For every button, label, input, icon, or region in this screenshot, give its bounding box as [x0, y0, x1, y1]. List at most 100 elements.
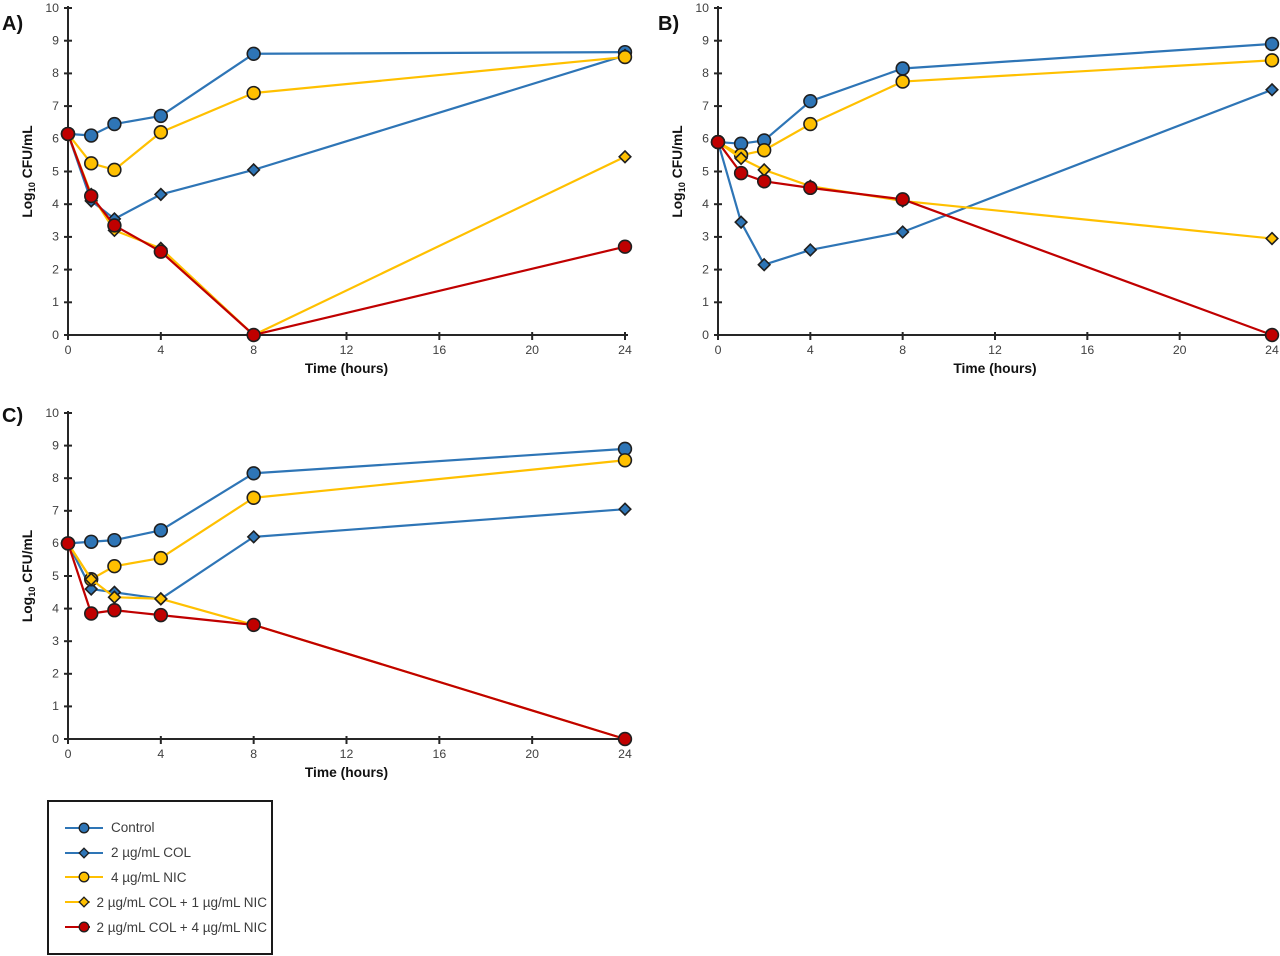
data-point-marker	[756, 143, 772, 158]
legend-item: 2 µg/mL COL + 4 µg/mL NIC	[64, 919, 267, 935]
y-tick-label: 9	[702, 33, 709, 47]
series-line	[66, 133, 626, 337]
series-3	[60, 453, 633, 587]
x-tick-label: 8	[250, 343, 257, 357]
data-point-marker	[617, 49, 633, 65]
data-point-marker	[84, 582, 99, 596]
data-point-marker	[803, 116, 818, 132]
data-point-marker	[895, 192, 910, 207]
data-point-marker	[153, 187, 168, 202]
series-5	[60, 536, 633, 747]
data-point-marker	[107, 162, 122, 178]
y-tick-label: 2	[52, 667, 59, 681]
legend-circle-marker-icon	[65, 822, 103, 834]
data-point-marker	[60, 536, 76, 551]
series-line	[716, 88, 1273, 266]
data-point-marker	[107, 218, 122, 233]
y-tick-label: 5	[702, 164, 709, 178]
legend-item: 2 µg/mL COL	[64, 845, 267, 861]
data-point-marker	[733, 165, 749, 181]
data-point-marker	[734, 151, 749, 166]
data-point-marker	[1264, 36, 1280, 52]
data-point-marker	[618, 502, 632, 517]
data-point-marker	[1265, 82, 1279, 97]
legend-diamond-marker-icon	[65, 896, 90, 909]
x-tick-label: 4	[157, 343, 164, 357]
y-tick-label: 9	[52, 33, 59, 47]
y-tick-label: 2	[52, 262, 59, 276]
x-tick-label: 16	[1080, 343, 1094, 357]
legend-diamond-marker-icon	[65, 846, 103, 859]
series-line	[66, 543, 626, 741]
panel-a-label: A)	[2, 13, 24, 35]
data-point-marker	[78, 822, 90, 834]
y-tick-label: 2	[702, 262, 709, 276]
y-tick-label: 6	[52, 536, 59, 550]
y-axis-title: Log10 CFU/mL	[20, 125, 37, 217]
y-tick-label: 3	[52, 634, 59, 648]
series-line	[717, 141, 1273, 337]
y-axis-title: Log10 CFU/mL	[20, 530, 37, 622]
data-point-marker	[153, 108, 169, 124]
x-tick-label: 20	[525, 747, 539, 761]
chart-panel-c: 0 1 2 3 4 5 6 7 8 9 10 0 4 8 12 16 20 24 Time (hours) Log10…	[0, 390, 660, 790]
x-tick-label: 8	[250, 747, 257, 761]
y-tick-label: 3	[52, 230, 59, 244]
y-tick-label: 6	[52, 132, 59, 146]
data-point-marker	[895, 225, 910, 239]
series-2	[61, 48, 632, 226]
y-tick-label: 5	[52, 164, 59, 178]
data-point-marker	[84, 572, 99, 587]
y-tick-label: 1	[702, 295, 709, 309]
series-line	[66, 54, 626, 221]
x-tick-label: 0	[65, 747, 72, 761]
series-line	[67, 459, 626, 581]
data-point-marker	[78, 921, 90, 933]
data-point-marker	[84, 188, 99, 204]
data-point-marker	[617, 453, 633, 468]
data-point-marker	[107, 559, 122, 574]
data-point-marker	[803, 180, 818, 196]
data-point-marker	[78, 896, 90, 909]
y-tick-label: 6	[702, 132, 709, 146]
y-tick-label: 4	[52, 197, 59, 211]
chart-panel-b: 0 1 2 3 4 5 6 7 8 9 10 0 4 8 12 16 20 24 Time (hours) Log10…	[654, 0, 1280, 390]
x-tick-label: 12	[340, 747, 354, 761]
data-point-marker	[153, 244, 169, 259]
legend-item: 4 µg/mL NIC	[64, 869, 267, 885]
series-line	[717, 141, 1273, 240]
legend-label: Control	[111, 820, 155, 836]
y-tick-label: 5	[52, 569, 59, 583]
x-tick-label: 0	[715, 343, 722, 357]
series-5	[710, 134, 1280, 343]
data-point-marker	[153, 125, 169, 140]
data-point-marker	[107, 116, 122, 132]
y-tick-label: 1	[52, 295, 59, 309]
data-point-marker	[618, 149, 632, 164]
x-tick-label: 8	[899, 343, 906, 357]
data-point-marker	[246, 617, 261, 633]
x-tick-label: 4	[157, 747, 164, 761]
x-tick-label: 16	[432, 343, 446, 357]
data-point-marker	[756, 174, 772, 189]
data-point-marker	[246, 466, 261, 481]
data-point-marker	[246, 162, 261, 177]
data-point-marker	[734, 215, 749, 230]
x-axis-title: Time (hours)	[953, 361, 1036, 376]
data-point-marker	[153, 523, 169, 538]
data-point-marker	[84, 128, 99, 143]
data-point-marker	[246, 490, 261, 505]
legend-circle-marker-icon	[65, 921, 90, 933]
panel-b-label: B)	[658, 13, 680, 35]
series-5	[60, 126, 633, 343]
data-point-marker	[84, 534, 99, 549]
legend-item: 2 µg/mL COL + 1 µg/mL NIC	[64, 894, 267, 910]
data-point-marker	[617, 239, 633, 254]
x-tick-label: 20	[1173, 343, 1187, 357]
legend-label: 2 µg/mL COL + 4 µg/mL NIC	[96, 919, 268, 935]
y-tick-label: 1	[52, 699, 59, 713]
data-point-marker	[84, 606, 99, 621]
y-tick-label: 4	[52, 601, 59, 615]
